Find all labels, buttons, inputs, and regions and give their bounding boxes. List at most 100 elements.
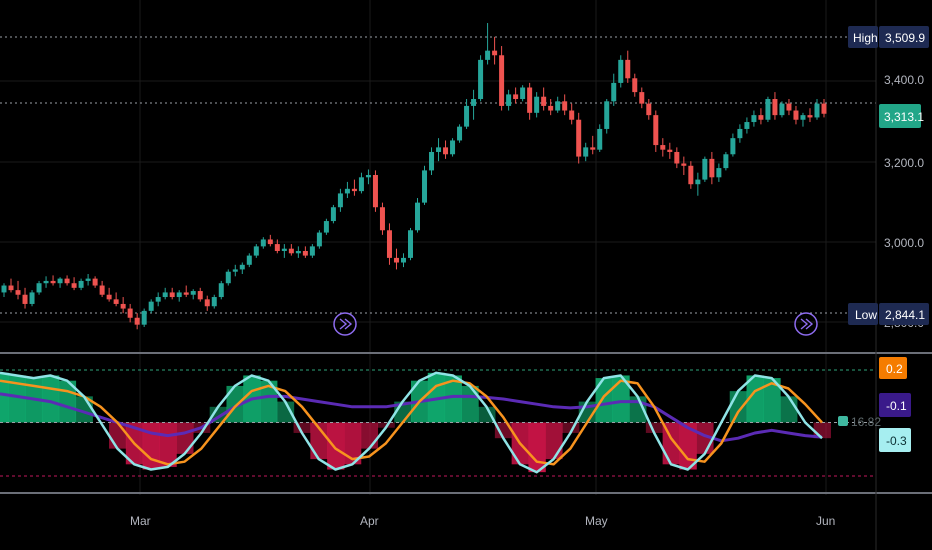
- candle-body: [239, 264, 245, 270]
- candle-body: [527, 87, 533, 113]
- candle-body: [64, 278, 70, 284]
- candle-body: [709, 158, 715, 178]
- candle-body: [85, 278, 91, 281]
- candle-body: [702, 158, 708, 180]
- candle-body: [43, 280, 49, 284]
- candle-body: [443, 147, 449, 155]
- osc-histogram-bar: [645, 422, 664, 433]
- high-label-badge: [848, 26, 878, 48]
- candle-body: [569, 110, 575, 120]
- candle-body: [57, 278, 63, 284]
- osc-histogram-bar: [41, 375, 60, 423]
- candle-body: [113, 299, 119, 304]
- candle-body: [506, 94, 512, 106]
- candle-body: [372, 175, 378, 208]
- candle-body: [653, 115, 659, 146]
- candle-body: [15, 290, 21, 295]
- osc-level-badge: [879, 357, 907, 379]
- osc-histogram-bar: [276, 401, 295, 423]
- candle-body: [471, 99, 477, 106]
- candle-body: [365, 175, 371, 178]
- osc-histogram-bar: [612, 375, 630, 423]
- event-marker-icon[interactable]: [794, 312, 818, 336]
- candle-body: [386, 230, 392, 258]
- candle-body: [583, 147, 589, 157]
- candle-body: [8, 285, 14, 291]
- osc-histogram-bar: [293, 422, 311, 433]
- price-axis[interactable]: 3,400.0 3,200.0 3,000.0 2,800.0: [884, 73, 924, 330]
- candle-body: [737, 128, 743, 139]
- osc-histogram-bar: [461, 385, 479, 423]
- candle-body: [183, 292, 189, 295]
- osc-histogram-bar: [176, 422, 194, 454]
- candle-body: [232, 269, 238, 272]
- candle-body: [288, 248, 294, 254]
- candle-body: [492, 50, 498, 56]
- candle-body: [814, 103, 820, 118]
- last-price-value: 3,313.1: [884, 110, 924, 124]
- candle-body: [604, 101, 610, 129]
- time-tick-label: Jun: [816, 514, 835, 528]
- candle-body: [646, 103, 652, 116]
- osc-signal-line: [0, 392, 823, 443]
- candle-body: [330, 207, 336, 222]
- candle-body: [576, 119, 582, 157]
- candle-body: [415, 202, 421, 231]
- candle-body: [562, 101, 568, 111]
- event-marker-icon[interactable]: [333, 312, 357, 336]
- oscillator-pane: [0, 369, 876, 477]
- osc-fast-line: [0, 371, 823, 474]
- candle-body: [765, 99, 771, 120]
- candle-body: [800, 115, 806, 120]
- candle-body: [36, 283, 42, 293]
- candle-body: [513, 94, 519, 100]
- osc-histogram-bar: [478, 406, 496, 423]
- osc-level-badge: [879, 393, 911, 417]
- candle-body: [204, 299, 210, 307]
- osc-level-value: 0.2: [886, 362, 903, 376]
- candle-body: [422, 170, 428, 203]
- candle-body: [225, 271, 231, 284]
- candle-body: [520, 87, 526, 100]
- candle-body: [99, 285, 105, 295]
- candle-body: [457, 126, 463, 141]
- candle-body: [309, 246, 315, 256]
- candle-body: [267, 239, 273, 245]
- candle-body: [674, 151, 680, 164]
- osc-histogram-bar: [444, 375, 462, 423]
- high-value-badge: [879, 26, 929, 48]
- candle-body: [821, 103, 827, 114]
- osc-level-badge: [879, 428, 911, 452]
- high-value: 3,509.9: [885, 31, 925, 45]
- candle-body: [618, 59, 624, 83]
- low-label: Low: [855, 308, 877, 322]
- candle-body: [772, 99, 778, 116]
- candle-body: [393, 257, 399, 263]
- candle-body: [190, 291, 196, 295]
- osc-readout-value: 16.82: [851, 415, 881, 429]
- candle-body: [436, 147, 442, 152]
- candle-body: [141, 310, 147, 325]
- candle-body: [246, 255, 252, 265]
- time-axis[interactable]: Mar Apr May Jun: [130, 514, 835, 528]
- osc-histogram-bar: [763, 378, 781, 423]
- osc-histogram-bar: [729, 391, 748, 423]
- low-label-badge: [848, 303, 878, 325]
- candles: [1, 23, 827, 330]
- candle-body: [134, 317, 140, 325]
- candle-body: [197, 291, 203, 300]
- osc-histogram-bar: [327, 422, 345, 470]
- candle-body: [485, 50, 491, 60]
- candle-body: [344, 188, 350, 194]
- osc-histogram-bar: [159, 422, 177, 467]
- candle-body: [106, 294, 112, 300]
- candle-body: [478, 59, 484, 100]
- candle-body: [211, 297, 217, 307]
- candle-body: [464, 105, 470, 127]
- candle-body: [639, 92, 645, 104]
- candle-body: [807, 115, 813, 118]
- osc-histogram-bar: [780, 396, 798, 423]
- candle-body: [162, 292, 168, 298]
- candle-body: [120, 303, 126, 309]
